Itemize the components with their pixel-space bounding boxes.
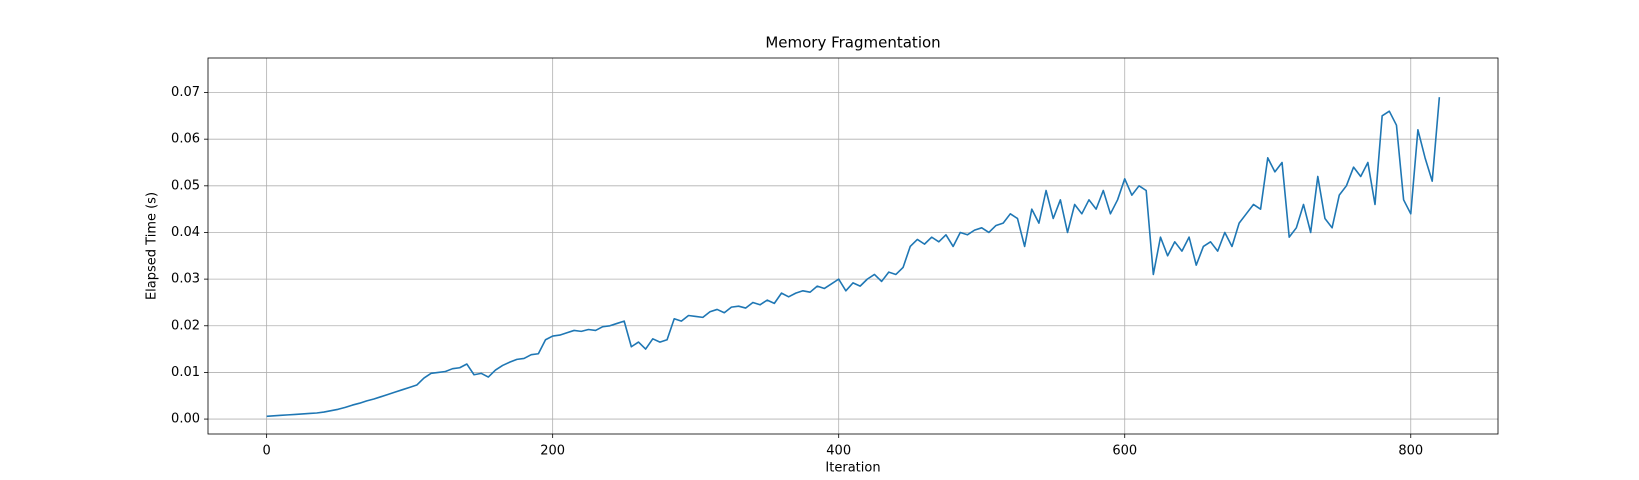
data-line — [266, 97, 1441, 418]
y-tick-label: 0.01 — [171, 365, 200, 380]
x-tick-label: 200 — [540, 444, 565, 459]
y-tick-label: 0.00 — [171, 412, 200, 427]
x-tick-label: 800 — [1398, 444, 1423, 459]
chart-title: Memory Fragmentation — [765, 34, 940, 52]
y-tick-label: 0.03 — [171, 272, 200, 287]
y-tick-label: 0.02 — [171, 318, 200, 333]
x-tick-label: 600 — [1112, 444, 1137, 459]
y-tick-label: 0.04 — [171, 225, 200, 240]
y-tick-label: 0.06 — [171, 132, 200, 147]
plot-frame — [207, 57, 1499, 435]
x-tick-label: 0 — [262, 444, 270, 459]
y-axis-label: Elapsed Time (s) — [145, 192, 160, 300]
y-tick-label: 0.07 — [171, 85, 200, 100]
x-axis-label: Iteration — [825, 461, 880, 476]
y-tick-label: 0.05 — [171, 178, 200, 193]
x-tick-label: 400 — [826, 444, 851, 459]
